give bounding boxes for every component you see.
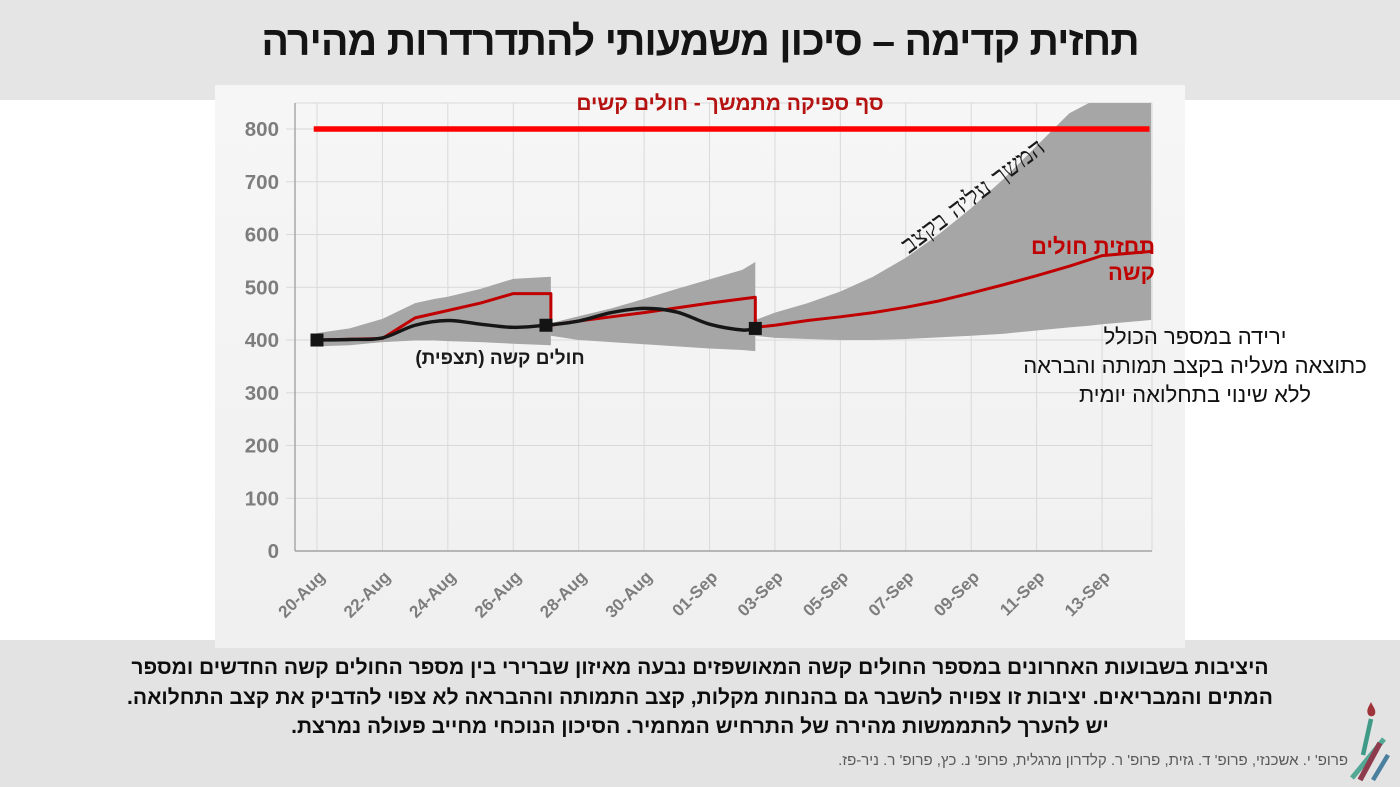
svg-text:0: 0 [268,540,279,563]
footer-paragraph: היציבות בשבועות האחרונים במספר החולים קש… [30,653,1370,742]
footer-band [0,640,1400,787]
side-annotation: ירידה במספר הכולל כתוצאה מעליה בקצב תמות… [995,322,1395,409]
svg-text:22-Aug: 22-Aug [340,567,394,621]
svg-text:700: 700 [245,171,279,194]
svg-text:200: 200 [245,435,279,458]
svg-text:07-Sep: 07-Sep [865,567,918,620]
svg-text:400: 400 [245,329,279,352]
observed-series-label: חולים קשה (תצפית) [415,348,585,369]
logo-stroke-blue [1371,753,1390,782]
svg-text:300: 300 [245,382,279,405]
svg-text:100: 100 [245,487,279,510]
svg-text:11-Sep: 11-Sep [996,567,1048,619]
side-annotation-line: ללא שינוי בתחלואה יומית [1079,382,1311,407]
forecast-chart: 0 100 200 300 400 500 600 700 800 20-Aug 22-Aug 24-… [245,102,1153,622]
hebrew-university-logo [1350,702,1390,782]
logo-stroke-maroon [1357,741,1383,782]
svg-text:600: 600 [245,224,279,247]
svg-text:800: 800 [245,118,279,141]
svg-text:26-Aug: 26-Aug [471,567,525,621]
svg-text:09-Sep: 09-Sep [930,567,983,620]
svg-text:05-Sep: 05-Sep [799,567,852,620]
svg-text:03-Sep: 03-Sep [734,567,787,620]
logo-flame-icon [1367,702,1376,717]
chart-panel: 0 100 200 300 400 500 600 700 800 20-Aug 22-Aug 24-… [215,85,1185,648]
credits-line: פרופ' י. אשכנזי, פרופ' ד. גזית, פרופ' ר.… [838,752,1348,769]
svg-text:13-Sep: 13-Sep [1061,567,1114,620]
footer-line: יש להערך להתממשות מהירה של התרחיש המחמיר… [291,715,1109,738]
svg-text:01-Sep: 01-Sep [668,567,721,620]
side-annotation-line: כתוצאה מעליה בקצב תמותה והבראה [1023,353,1367,378]
svg-text:28-Aug: 28-Aug [536,567,590,621]
capacity-threshold-label: סף ספיקה מתמשך - חולים קשים [576,92,884,115]
logo-stem [1360,718,1374,756]
side-annotation-line: ירידה במספר הכולל [1103,324,1287,349]
page-title: תחזית קדימה – סיכון משמעותי להתדרדרות מה… [261,18,1139,64]
svg-text:30-Aug: 30-Aug [602,567,656,621]
svg-text:500: 500 [245,276,279,299]
svg-text:24-Aug: 24-Aug [405,567,459,621]
svg-text:20-Aug: 20-Aug [275,567,329,621]
footer-line: היציבות בשבועות האחרונים במספר החולים קש… [131,656,1269,679]
forecast-series-label: תחזית חולים קשה [1031,234,1155,285]
footer-line: המתים והמבריאים. יציבות זו צפויה להשבר ג… [127,685,1273,709]
